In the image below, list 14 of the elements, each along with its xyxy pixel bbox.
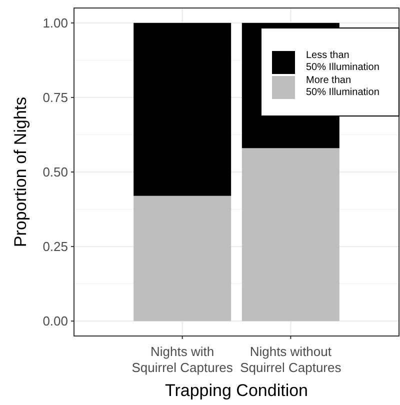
- x-tick-label: Nights without Squirrel Captures: [240, 344, 342, 375]
- bar: [134, 196, 232, 322]
- y-tick-label: 0.75: [42, 90, 68, 106]
- legend-label: Less than 50% Illumination: [306, 50, 380, 73]
- y-tick-label: 0.25: [42, 239, 68, 254]
- y-tick-label: 0.00: [42, 314, 68, 329]
- y-axis-title: Proportion of Nights: [11, 96, 30, 248]
- x-tick-label: Nights with Squirrel Captures: [132, 344, 234, 375]
- legend-label: More than 50% Illumination: [306, 75, 380, 98]
- bar: [242, 148, 340, 322]
- y-tick-label: 1.00: [42, 15, 68, 30]
- bar: [134, 22, 232, 196]
- y-tick-label: 0.50: [42, 164, 68, 180]
- x-axis-title: Trapping Condition: [164, 381, 308, 400]
